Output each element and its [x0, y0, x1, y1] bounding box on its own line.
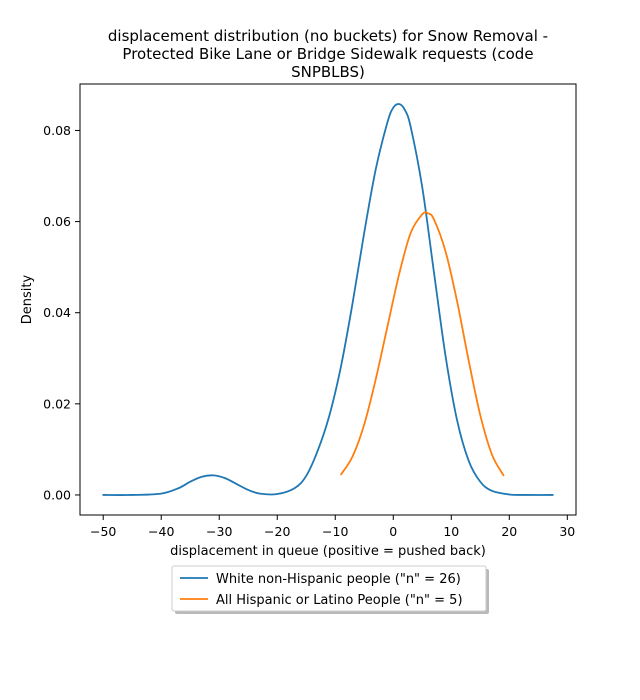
chart-title: displacement distribution (no buckets) f…	[108, 27, 548, 81]
x-tick-label: −30	[206, 524, 232, 539]
y-axis: 0.00 0.02 0.04 0.06 0.08	[43, 123, 80, 502]
y-axis-label: Density	[20, 274, 35, 324]
x-tick-label: 20	[501, 524, 517, 539]
x-tick-label: −10	[322, 524, 348, 539]
x-tick-label: 30	[559, 524, 575, 539]
legend-entry: White non-Hispanic people ("n" = 26)	[216, 572, 461, 587]
series-layer	[102, 103, 554, 496]
title-line: SNPBLBS)	[291, 63, 365, 81]
title-line: displacement distribution (no buckets) f…	[108, 27, 548, 45]
y-tick-label: 0.04	[43, 305, 71, 320]
x-tick-label: 0	[389, 524, 397, 539]
x-tick-label: −20	[264, 524, 290, 539]
y-tick-label: 0.00	[43, 487, 71, 502]
x-tick-label: −50	[90, 524, 116, 539]
legend-box	[171, 565, 487, 612]
x-tick-label: −40	[148, 524, 174, 539]
legend: White non-Hispanic people ("n" = 26) All …	[171, 565, 489, 614]
series-line-2	[340, 211, 505, 477]
legend-entry: All Hispanic or Latino People ("n" = 5)	[216, 593, 463, 608]
x-tick-label: 10	[443, 524, 459, 539]
y-tick-label: 0.08	[43, 123, 71, 138]
title-line: Protected Bike Lane or Bridge Sidewalk r…	[122, 45, 533, 63]
x-axis: −50 −40 −30 −20 −10 0 10 20 30	[90, 515, 575, 539]
y-tick-label: 0.06	[43, 214, 71, 229]
series-line-1	[102, 103, 554, 496]
x-axis-label: displacement in queue (positive = pushed…	[170, 544, 486, 559]
y-tick-label: 0.02	[43, 396, 71, 411]
plot-frame	[79, 83, 577, 516]
